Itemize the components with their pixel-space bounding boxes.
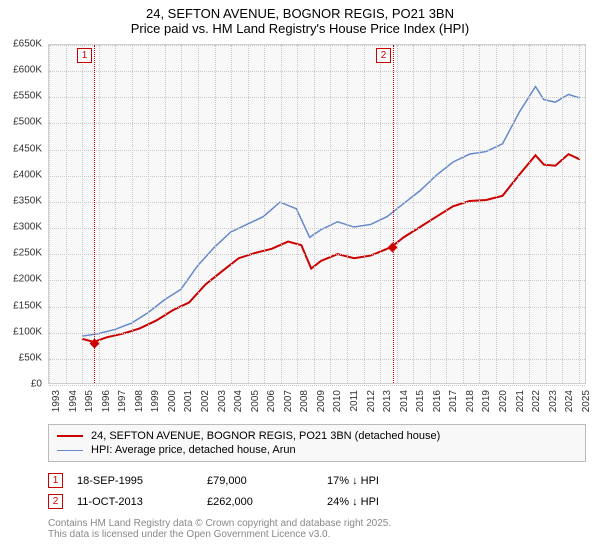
y-tick-label: £0 bbox=[31, 379, 42, 390]
y-tick-label: £500K bbox=[13, 117, 42, 128]
x-tick-label: 2019 bbox=[481, 390, 492, 412]
x-tick-label: 2015 bbox=[415, 390, 426, 412]
sale-rows: 1 18-SEP-1995 £79,000 17% ↓ HPI 2 11-OCT… bbox=[48, 470, 586, 512]
sale-row-2: 2 11-OCT-2013 £262,000 24% ↓ HPI bbox=[48, 491, 586, 512]
x-tick-label: 2013 bbox=[382, 390, 393, 412]
legend-swatch-property bbox=[57, 435, 83, 437]
y-axis-labels: £0£50K£100K£150K£200K£250K£300K£350K£400… bbox=[0, 44, 46, 384]
x-tick-label: 2007 bbox=[283, 390, 294, 412]
y-tick-label: £100K bbox=[13, 326, 42, 337]
x-tick-label: 2018 bbox=[465, 390, 476, 412]
sale-diff-1: 17% ↓ HPI bbox=[327, 475, 447, 487]
y-tick-label: £300K bbox=[13, 222, 42, 233]
y-tick-label: £350K bbox=[13, 195, 42, 206]
sale-row-1: 1 18-SEP-1995 £79,000 17% ↓ HPI bbox=[48, 470, 586, 491]
footer-line2: This data is licensed under the Open Gov… bbox=[48, 529, 391, 540]
x-tick-label: 2021 bbox=[515, 390, 526, 412]
x-tick-label: 2003 bbox=[217, 390, 228, 412]
x-tick-label: 2025 bbox=[581, 390, 592, 412]
x-tick-label: 2006 bbox=[266, 390, 277, 412]
title-line2: Price paid vs. HM Land Registry's House … bbox=[0, 21, 600, 36]
sale-marker-box: 1 bbox=[77, 48, 92, 63]
sale-marker-box: 2 bbox=[376, 48, 391, 63]
x-tick-label: 2014 bbox=[399, 390, 410, 412]
y-tick-label: £200K bbox=[13, 274, 42, 285]
y-tick-label: £400K bbox=[13, 169, 42, 180]
x-tick-label: 2004 bbox=[233, 390, 244, 412]
x-tick-label: 2008 bbox=[299, 390, 310, 412]
sale-date-2: 11-OCT-2013 bbox=[77, 496, 207, 508]
title-line1: 24, SEFTON AVENUE, BOGNOR REGIS, PO21 3B… bbox=[0, 6, 600, 21]
legend-row-hpi: HPI: Average price, detached house, Arun bbox=[57, 443, 577, 457]
x-tick-label: 1993 bbox=[51, 390, 62, 412]
sale-marker-1: 1 bbox=[48, 473, 63, 488]
sale-date-1: 18-SEP-1995 bbox=[77, 475, 207, 487]
footer-line1: Contains HM Land Registry data © Crown c… bbox=[48, 518, 391, 529]
legend-swatch-hpi bbox=[57, 450, 83, 451]
x-tick-label: 2000 bbox=[167, 390, 178, 412]
x-tick-label: 2009 bbox=[316, 390, 327, 412]
x-tick-label: 1997 bbox=[117, 390, 128, 412]
chart-title-block: 24, SEFTON AVENUE, BOGNOR REGIS, PO21 3B… bbox=[0, 0, 600, 40]
legend-label-hpi: HPI: Average price, detached house, Arun bbox=[91, 444, 296, 456]
x-tick-label: 1999 bbox=[150, 390, 161, 412]
x-tick-label: 2023 bbox=[548, 390, 559, 412]
x-tick-label: 2012 bbox=[366, 390, 377, 412]
x-tick-label: 1994 bbox=[68, 390, 79, 412]
x-tick-label: 1995 bbox=[84, 390, 95, 412]
sale-price-2: £262,000 bbox=[207, 496, 327, 508]
sale-diff-2: 24% ↓ HPI bbox=[327, 496, 447, 508]
x-tick-label: 2020 bbox=[498, 390, 509, 412]
legend-box: 24, SEFTON AVENUE, BOGNOR REGIS, PO21 3B… bbox=[48, 424, 586, 462]
x-tick-label: 2001 bbox=[183, 390, 194, 412]
chart-plot-area: 12 bbox=[48, 44, 586, 384]
x-tick-label: 2005 bbox=[250, 390, 261, 412]
y-tick-label: £550K bbox=[13, 91, 42, 102]
x-tick-label: 2011 bbox=[349, 390, 360, 412]
x-tick-label: 1998 bbox=[134, 390, 145, 412]
y-tick-label: £600K bbox=[13, 65, 42, 76]
x-tick-label: 1996 bbox=[101, 390, 112, 412]
y-tick-label: £150K bbox=[13, 300, 42, 311]
x-tick-label: 2002 bbox=[200, 390, 211, 412]
y-tick-label: £450K bbox=[13, 143, 42, 154]
x-tick-label: 2024 bbox=[564, 390, 575, 412]
x-tick-label: 2016 bbox=[432, 390, 443, 412]
y-tick-label: £250K bbox=[13, 248, 42, 259]
y-tick-label: £650K bbox=[13, 39, 42, 50]
sale-price-1: £79,000 bbox=[207, 475, 327, 487]
x-tick-label: 2010 bbox=[332, 390, 343, 412]
legend-label-property: 24, SEFTON AVENUE, BOGNOR REGIS, PO21 3B… bbox=[91, 430, 440, 442]
x-tick-label: 2022 bbox=[531, 390, 542, 412]
x-axis-labels: 1993 1994 1995 1996 1997 1998 1999 2000 2001 2002… bbox=[48, 388, 586, 418]
x-tick-label: 2017 bbox=[448, 390, 459, 412]
legend-row-property: 24, SEFTON AVENUE, BOGNOR REGIS, PO21 3B… bbox=[57, 429, 577, 443]
sale-marker-2: 2 bbox=[48, 494, 63, 509]
footer-text: Contains HM Land Registry data © Crown c… bbox=[48, 518, 391, 540]
y-tick-label: £50K bbox=[19, 352, 42, 363]
